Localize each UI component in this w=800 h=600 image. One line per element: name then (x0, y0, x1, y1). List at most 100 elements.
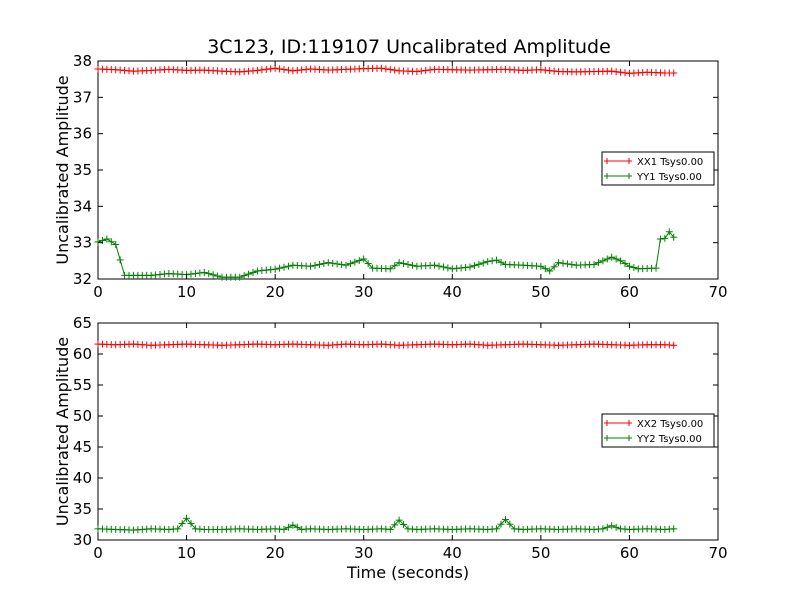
data-point-marker (276, 65, 284, 73)
y-tick-label: 45 (73, 438, 92, 456)
data-point-marker (488, 257, 496, 265)
y-tick-label: 65 (73, 314, 92, 332)
chart-title: 3C123, ID:119107 Uncalibrated Amplitude (207, 36, 611, 58)
bottom-plot-panel: 0 10 20 30 40 50 60 70 30 35 40 45 50 55 60 65 Uncalibr… (53, 314, 728, 582)
data-point-marker (479, 259, 487, 267)
y-tick-label: 50 (73, 407, 92, 425)
data-point-marker (550, 263, 558, 271)
bottom-x-axis-label: Time (seconds) (346, 563, 469, 582)
x-tick-label: 50 (531, 544, 550, 562)
data-point-marker (665, 228, 673, 236)
data-point-marker (470, 262, 478, 270)
data-point-marker (324, 259, 332, 267)
data-point-marker (245, 270, 253, 278)
top-plot-ticks: 0 10 20 30 40 50 60 70 32 33 34 35 36 37 38 (73, 52, 728, 301)
data-point-marker (670, 525, 678, 533)
data-point-marker (497, 520, 505, 528)
data-point-marker (391, 262, 399, 270)
y-tick-label: 34 (73, 197, 92, 215)
x-tick-label: 20 (266, 544, 285, 562)
data-point-marker (364, 260, 372, 268)
x-tick-label: 40 (443, 544, 462, 562)
data-point-marker (590, 260, 598, 268)
data-point-marker (280, 263, 288, 271)
y-tick-label: 55 (73, 376, 92, 394)
data-point-marker (603, 255, 611, 263)
legend-label: XX2 Tsys0.00 (637, 419, 703, 430)
data-point-marker (284, 66, 292, 74)
x-tick-label: 10 (177, 283, 196, 301)
data-point-marker (284, 262, 292, 270)
data-point-marker (94, 238, 102, 246)
data-point-marker (395, 259, 403, 267)
data-point-marker (346, 260, 354, 268)
y-tick-label: 40 (73, 469, 92, 487)
data-point-marker (608, 522, 616, 530)
data-point-marker (439, 263, 447, 271)
data-point-marker (187, 270, 195, 278)
data-point-marker (555, 259, 563, 267)
data-point-marker (493, 525, 501, 533)
top-plot-panel: 0 10 20 30 40 50 60 70 32 33 34 35 36 37 38 Uncalibrat… (53, 52, 728, 301)
data-point-marker (271, 265, 279, 273)
data-point-marker (422, 66, 430, 74)
x-tick-label: 40 (443, 283, 462, 301)
data-point-marker (537, 262, 545, 270)
data-point-marker (236, 273, 244, 281)
x-tick-label: 50 (531, 283, 550, 301)
data-point-marker (205, 270, 213, 278)
data-point-marker (258, 66, 266, 74)
data-point-marker (351, 258, 359, 266)
data-point-marker (386, 525, 394, 533)
y-tick-label: 35 (73, 161, 92, 179)
data-point-marker (497, 258, 505, 266)
data-point-marker (612, 523, 620, 531)
data-point-marker (656, 235, 664, 243)
bottom-y-axis-label: Uncalibrated Amplitude (53, 337, 72, 526)
x-tick-label: 60 (620, 544, 639, 562)
data-point-marker (178, 520, 186, 528)
data-point-marker (240, 272, 248, 280)
data-point-marker (431, 261, 439, 269)
top-legend: XX1 Tsys0.00 YY1 Tsys0.00 (601, 151, 715, 186)
data-point-marker (333, 260, 341, 268)
data-point-marker (107, 238, 115, 246)
data-point-marker (400, 521, 408, 528)
legend-box (601, 151, 715, 186)
y-tick-label: 35 (73, 500, 92, 518)
x-tick-label: 20 (266, 283, 285, 301)
data-point-marker (426, 66, 434, 74)
data-point-marker (563, 260, 571, 268)
data-point-marker (289, 521, 297, 529)
data-point-marker (391, 66, 399, 74)
data-point-marker (284, 523, 292, 531)
y-tick-label: 30 (73, 531, 92, 549)
data-point-marker (196, 269, 204, 277)
data-point-marker (209, 271, 217, 279)
data-point-marker (293, 523, 301, 531)
data-point-marker (594, 259, 602, 267)
data-point-marker (342, 261, 350, 269)
data-point-marker (280, 66, 288, 74)
y-tick-label: 33 (73, 234, 92, 252)
data-point-marker (559, 259, 567, 267)
data-point-marker (191, 270, 199, 278)
data-point-marker (621, 69, 629, 77)
data-point-marker (617, 68, 625, 76)
data-point-marker (506, 520, 514, 528)
legend-label: YY2 Tsys0.00 (636, 434, 702, 445)
data-point-marker (625, 262, 633, 270)
data-point-marker (408, 261, 416, 269)
data-point-marker (116, 256, 124, 264)
data-point-marker (413, 68, 421, 76)
data-point-marker (444, 264, 452, 272)
bottom-plot-ticks: 0 10 20 30 40 50 60 70 30 35 40 45 50 55 60 65 (73, 314, 728, 562)
data-point-marker (417, 67, 425, 75)
data-point-marker (103, 235, 111, 243)
data-point-marker (546, 267, 554, 275)
data-point-marker (276, 264, 284, 272)
data-point-marker (670, 233, 678, 241)
bottom-legend: XX2 Tsys0.00 YY2 Tsys0.00 (601, 413, 715, 448)
